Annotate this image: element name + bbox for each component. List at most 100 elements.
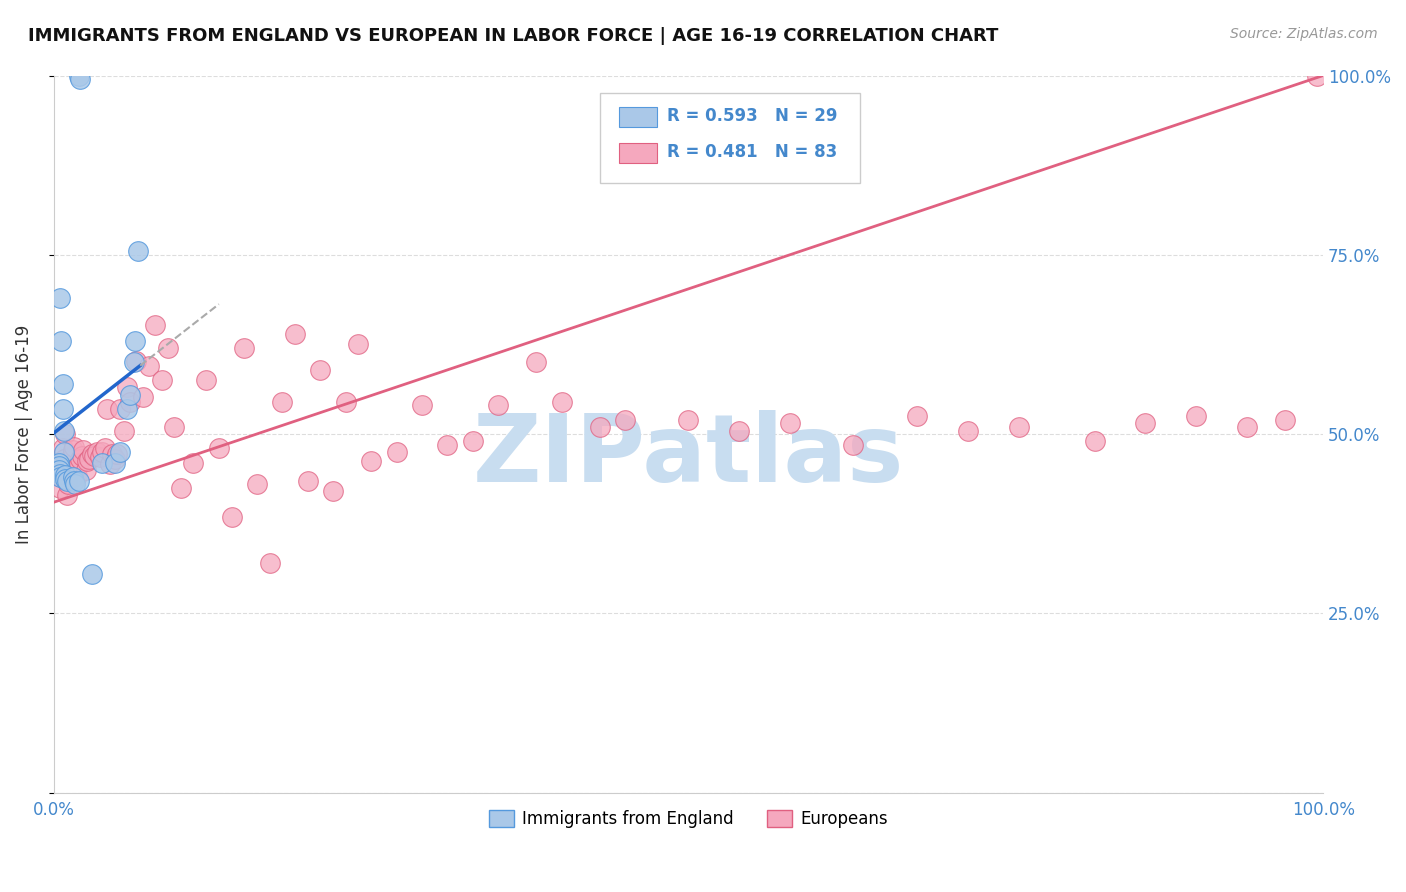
Point (66, 459, 89, 474)
Point (65, 477, 87, 491)
Point (297, 474, 319, 488)
Point (56, 477, 79, 491)
Point (91, 456, 114, 470)
Point (117, 380, 139, 394)
Point (55, 474, 77, 488)
Point (69, 452, 91, 467)
Point (72, 442, 94, 457)
Point (1135, 417, 1157, 431)
Point (779, 417, 801, 431)
Point (117, 402, 139, 417)
Point (104, 456, 127, 470)
Point (75, 463, 97, 477)
Point (52, 459, 75, 474)
Point (322, 484, 344, 499)
FancyBboxPatch shape (599, 94, 860, 183)
Point (67, 456, 90, 470)
FancyBboxPatch shape (619, 143, 657, 163)
Point (1274, 413, 1296, 427)
Point (246, 477, 269, 491)
Point (52, 402, 75, 417)
Point (108, 402, 131, 417)
Point (58, 467, 80, 481)
Point (49, 467, 72, 481)
Point (80, 566, 103, 581)
Point (183, 456, 205, 470)
Point (956, 424, 979, 438)
Point (108, 445, 131, 459)
Point (360, 454, 382, 468)
Point (905, 409, 928, 424)
Point (53, 445, 76, 459)
Point (52, 376, 75, 391)
Point (59, 459, 82, 474)
Point (1007, 420, 1029, 434)
Point (83, 449, 105, 463)
Point (309, 362, 332, 376)
Point (91, 445, 114, 459)
Point (118, 387, 141, 401)
Point (271, 394, 294, 409)
Point (53, 424, 76, 438)
Point (48, 456, 70, 470)
Point (1185, 409, 1208, 424)
Point (101, 447, 124, 461)
Text: IMMIGRANTS FROM ENGLAND VS EUROPEAN IN LABOR FORCE | AGE 16-19 CORRELATION CHART: IMMIGRANTS FROM ENGLAND VS EUROPEAN IN L… (28, 27, 998, 45)
Point (145, 318, 167, 332)
Point (70, 449, 93, 463)
Point (728, 424, 751, 438)
Point (385, 445, 408, 459)
Y-axis label: In Labor Force | Age 16-19: In Labor Force | Age 16-19 (15, 325, 32, 544)
Point (208, 442, 231, 456)
Point (150, 373, 173, 387)
Point (524, 355, 547, 369)
Point (221, 509, 243, 524)
Point (127, 244, 149, 259)
Point (550, 394, 572, 409)
Point (195, 373, 218, 387)
Point (89, 450, 111, 464)
Point (52, 442, 75, 456)
Point (157, 341, 180, 355)
Point (411, 398, 433, 412)
Point (86, 445, 108, 459)
Point (53, 471, 76, 485)
Point (63, 440, 86, 454)
Point (55, 488, 77, 502)
Text: R = 0.481   N = 83: R = 0.481 N = 83 (666, 144, 837, 161)
Point (842, 438, 865, 452)
Point (614, 413, 637, 427)
Point (51, 470, 73, 484)
Point (93, 442, 115, 456)
Point (1306, 69, 1329, 83)
Point (347, 337, 370, 351)
Point (122, 355, 145, 369)
Point (486, 398, 509, 412)
FancyBboxPatch shape (619, 107, 657, 128)
Point (53, 427, 76, 442)
Point (53, 452, 76, 467)
Point (96, 402, 118, 417)
Point (170, 481, 193, 495)
Point (49, 470, 72, 484)
Point (118, 394, 141, 409)
Point (588, 420, 610, 434)
Point (105, 447, 128, 461)
Point (48, 463, 70, 477)
Point (48, 459, 70, 474)
Point (104, 452, 127, 467)
Point (65, 464, 87, 478)
Text: ZIPatlas: ZIPatlas (472, 409, 904, 501)
Point (69, 72, 91, 87)
Point (62, 470, 84, 484)
Point (1084, 434, 1107, 449)
Point (51, 334, 73, 348)
Point (63, 474, 86, 488)
Point (67, 69, 90, 83)
Point (1236, 420, 1258, 434)
Point (125, 354, 148, 368)
Point (138, 359, 160, 373)
Point (79, 452, 101, 467)
Point (76, 454, 98, 468)
Point (436, 438, 458, 452)
